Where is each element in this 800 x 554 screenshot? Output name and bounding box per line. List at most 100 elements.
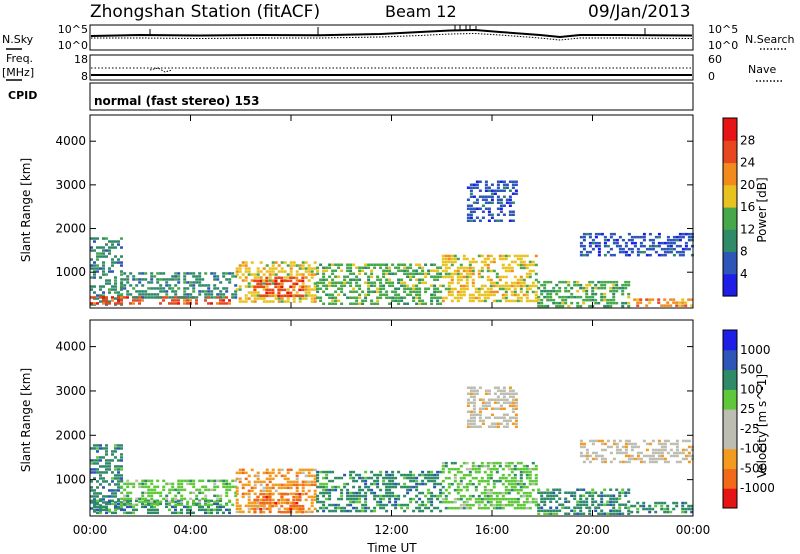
power-cell [183,299,186,302]
power-cell [424,272,428,275]
velocity-cell [588,439,592,443]
velocity-cell [280,504,284,508]
velocity-cell [364,482,368,486]
power-cell [439,266,443,269]
velocity-cell [621,512,625,515]
power-cell [358,278,362,281]
power-cell [487,213,491,216]
power-cell [486,296,490,300]
velocity-cell [162,485,166,489]
velocity-cell [225,503,229,507]
power-cell [472,183,476,186]
velocity-cell [274,474,278,478]
velocity-cell [90,499,93,503]
power-cell [280,300,284,303]
power-cell [612,286,616,290]
velocity-cell [295,480,299,484]
power-cell [522,281,526,285]
power-cell [114,276,117,279]
velocity-cell [117,486,120,489]
power-cell [504,299,508,303]
power-cell [241,300,245,303]
power-cell [471,269,475,273]
power-cell [355,296,359,299]
power-cell [204,290,208,293]
velocity-cell [277,483,281,487]
velocity-cell [394,497,398,501]
power-cell [630,247,634,251]
velocity-cell [453,497,457,501]
power-cell [486,257,490,261]
power-cell [96,297,99,300]
velocity-cell [636,501,640,505]
velocity-cell [522,464,526,468]
power-cell [183,272,187,275]
power-cell [433,290,437,293]
velocity-cell [319,506,323,510]
velocity-cell [400,473,404,477]
velocity-cell [268,495,272,499]
velocity-cell [654,457,658,461]
power-cell [150,287,154,290]
velocity-cell [331,470,335,474]
velocity-cell [319,500,323,504]
power-cell [579,244,583,248]
power-cell [436,290,440,293]
velocity-cell [421,500,425,504]
power-cell [478,219,482,222]
power-cell [600,286,604,290]
velocity-cell [510,488,514,492]
power-cell [189,272,193,275]
velocity-cell [519,470,523,474]
velocity-cell [511,389,515,392]
power-cell [268,276,272,279]
velocity-cell [391,476,395,480]
power-cell [144,278,148,281]
power-cell [298,297,302,300]
velocity-cell [486,491,490,495]
velocity-cell [546,509,550,512]
velocity-cell [462,461,466,465]
velocity-cell [204,499,207,503]
power-cell [468,275,472,279]
power-cell [510,293,514,297]
velocity-cell [499,392,503,395]
power-cell [588,241,592,245]
velocity-cell [105,453,108,456]
power-cell [504,287,508,291]
power-cell [156,278,160,281]
power-cell [453,272,457,276]
power-cell [609,235,613,239]
velocity-cell [328,503,332,507]
power-cell [141,299,144,302]
power-cell [99,288,102,291]
power-cell [105,243,108,246]
power-cell [558,289,562,293]
power-cell [298,264,302,267]
power-cell [471,260,475,264]
power-cell [108,249,111,252]
velocity-cell [340,491,344,495]
power-cell [114,285,117,288]
velocity-cell [331,488,335,492]
velocity-cell [298,510,302,514]
velocity-cell [277,498,281,502]
power-cell [493,189,497,192]
power-cell [313,285,317,288]
velocity-cell [477,497,481,501]
velocity-cell [159,502,162,506]
velocity-cell [496,416,500,419]
velocity-cell [165,494,169,498]
velocity-cell [672,507,676,511]
velocity-cell [513,467,517,471]
power-cell [504,269,508,273]
power-cell [418,281,422,284]
velocity-cell [328,479,332,483]
velocity-cell [603,442,607,446]
velocity-cell [379,500,383,504]
velocity-cell [561,506,565,509]
velocity-cell [489,503,493,507]
noise-left-tick-low: 10^0 [58,39,88,52]
power-cell [490,192,494,195]
velocity-cell [534,464,538,468]
